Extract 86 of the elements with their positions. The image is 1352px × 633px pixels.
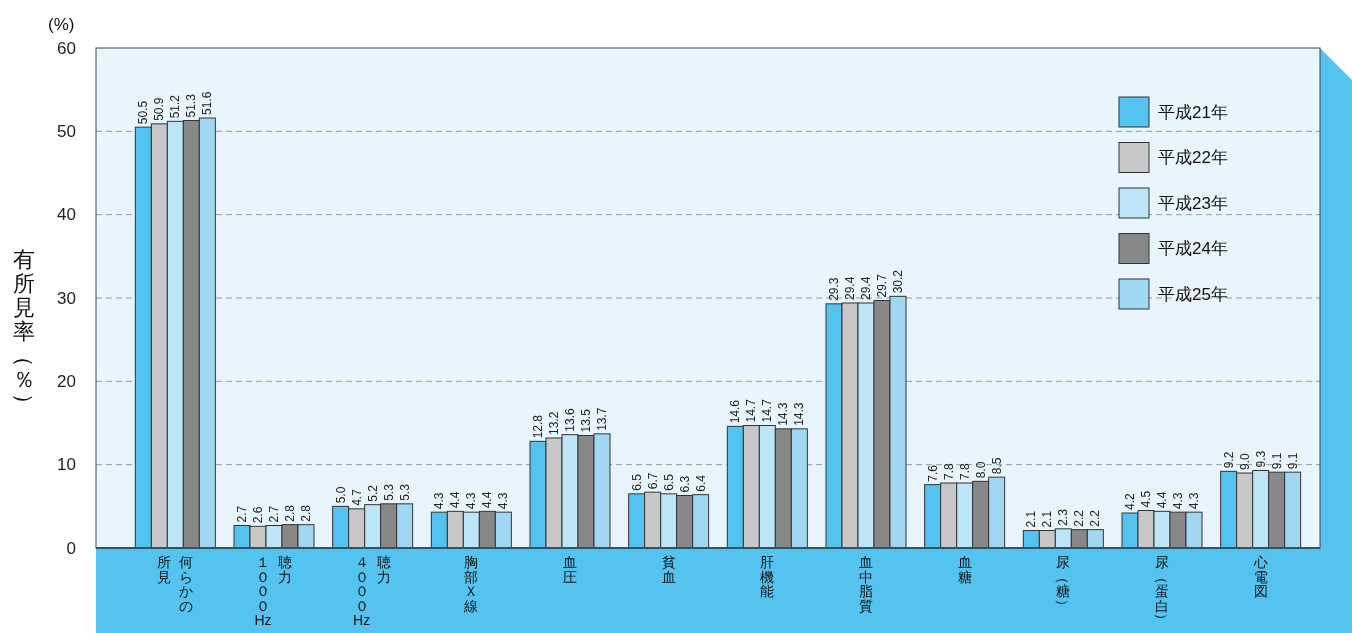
data-label: 13.6 [563, 407, 577, 432]
x-tick-label: 尿（糖） [1055, 554, 1072, 613]
data-label: 4.3 [1187, 492, 1201, 510]
data-label: 9.0 [1237, 452, 1252, 470]
x-tick-label: 尿（蛋白） [1154, 554, 1171, 628]
data-label: 51.3 [184, 93, 199, 118]
data-label: 13.2 [547, 411, 561, 435]
data-label: 4.4 [1155, 491, 1169, 509]
y-axis-title: 有所見率（％） [12, 247, 37, 415]
data-label: 4.3 [496, 492, 511, 510]
y-tick-label: 20 [57, 371, 76, 391]
data-label: 12.8 [531, 414, 545, 439]
data-label: 50.9 [152, 97, 167, 121]
data-label: 51.6 [200, 91, 215, 115]
data-label: 6.3 [677, 475, 692, 493]
data-label: 29.3 [827, 277, 841, 301]
data-label: 14.7 [744, 398, 759, 423]
data-label: 6.4 [693, 474, 708, 492]
data-label: 2.1 [1024, 510, 1039, 528]
data-label: 14.7 [760, 398, 775, 423]
x-tick-label: 胸部Ｘ線 [464, 554, 479, 614]
data-label: 4.5 [1139, 490, 1153, 508]
x-tick-label: 血圧 [563, 554, 577, 585]
data-label: 50.5 [136, 100, 151, 125]
data-label: 9.1 [1269, 452, 1284, 470]
data-label: 4.2 [1123, 492, 1137, 510]
data-label: 6.7 [645, 472, 660, 490]
data-label: 4.3 [1171, 492, 1185, 510]
y-tick-label: 60 [57, 38, 76, 58]
y-tick-label: 50 [57, 121, 76, 141]
data-label: 2.3 [1056, 508, 1071, 526]
data-label: 14.3 [792, 402, 807, 426]
data-label: 2.6 [251, 506, 265, 524]
x-tick-label: 肝機能 [760, 554, 775, 599]
category-label: 何らかの所見 [157, 554, 194, 614]
y-tick-label: 0 [66, 538, 76, 558]
data-label: 4.3 [432, 492, 447, 510]
data-label: 2.2 [1088, 509, 1103, 527]
x-tick-label: 血中脂質 [859, 554, 873, 614]
legend-label: 平成21年 [1158, 102, 1228, 122]
data-label: 5.3 [397, 483, 412, 501]
data-label: 5.0 [333, 486, 348, 504]
data-label: 6.5 [661, 473, 676, 491]
data-label: 8.0 [973, 461, 988, 479]
data-label: 9.3 [1253, 450, 1268, 468]
y-tick-label: 10 [57, 455, 76, 475]
y-tick-label: 30 [57, 288, 76, 308]
data-label: 4.3 [464, 492, 479, 510]
x-tick-label: 聴力１０００Hz [254, 554, 292, 628]
legend-label: 平成24年 [1158, 239, 1228, 258]
data-label: 2.7 [235, 505, 249, 523]
data-label: 2.1 [1040, 510, 1055, 528]
data-label: 9.2 [1221, 451, 1236, 469]
data-label: 7.6 [925, 464, 940, 482]
data-label: 13.5 [579, 408, 593, 433]
data-label: 2.2 [1072, 509, 1087, 527]
data-label: 4.7 [349, 488, 364, 506]
y-tick-label: 40 [57, 205, 76, 225]
data-label: 29.4 [843, 276, 857, 300]
data-label: 51.2 [168, 94, 183, 119]
legend-label: 平成23年 [1158, 193, 1228, 213]
x-tick-label: 心電図 [1253, 554, 1268, 599]
data-label: 7.8 [941, 462, 956, 480]
x-tick-label: 血糖 [957, 554, 972, 585]
x-tick-label: 貧血 [661, 554, 676, 585]
data-label: 29.7 [875, 273, 889, 298]
data-label: 4.4 [480, 491, 495, 509]
data-label: 5.3 [381, 483, 396, 501]
data-label: 2.7 [267, 505, 281, 523]
x-tick-label: 聴力４０００Hz [353, 554, 391, 628]
legend-label: 平成22年 [1158, 148, 1228, 167]
data-label: 9.1 [1285, 452, 1300, 470]
text: (%) [48, 15, 75, 34]
data-label: 2.8 [299, 504, 313, 522]
data-label: 30.2 [891, 269, 905, 294]
data-label: 8.5 [989, 457, 1004, 475]
data-label: 4.4 [448, 491, 463, 509]
data-label: 13.7 [595, 407, 609, 431]
data-label: 7.8 [957, 462, 972, 480]
data-label: 14.6 [728, 399, 743, 424]
data-label: 29.4 [859, 276, 873, 300]
data-label: 5.2 [365, 484, 380, 502]
data-label: 14.3 [776, 402, 791, 426]
data-label: 6.5 [629, 473, 644, 491]
legend-label: 平成25年 [1158, 284, 1228, 304]
data-label: 2.8 [283, 504, 297, 522]
